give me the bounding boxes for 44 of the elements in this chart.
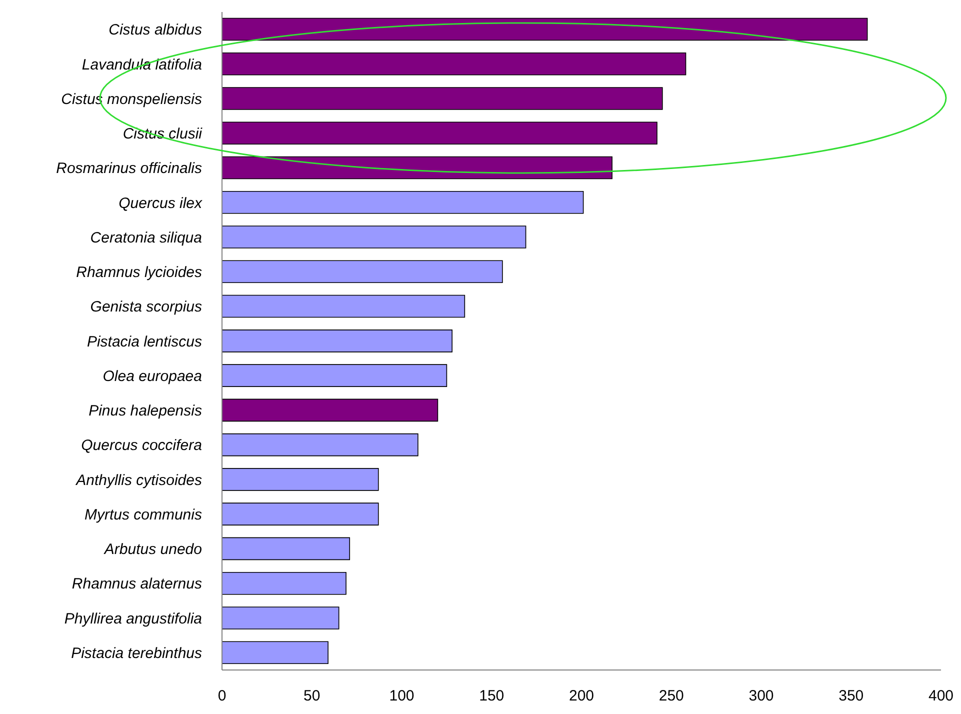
bar xyxy=(222,156,612,180)
bar xyxy=(222,398,438,422)
bar xyxy=(222,468,379,491)
bar xyxy=(222,572,346,595)
x-tick-label: 100 xyxy=(389,688,414,705)
y-tick-label: Rhamnus lycioides xyxy=(76,264,202,282)
y-tick-label: Rhamnus alaternus xyxy=(72,576,202,593)
y-tick-label: Cistus albidus xyxy=(108,22,202,39)
x-tick-label: 400 xyxy=(928,688,954,705)
y-tick-label: Anthyllis cytisoides xyxy=(75,472,202,489)
bar xyxy=(222,364,448,387)
y-tick-label: Genista scorpius xyxy=(90,298,202,316)
y-tick-label: Rosmarinus officinalis xyxy=(56,160,202,178)
bar xyxy=(222,87,663,110)
bar xyxy=(222,330,452,352)
bar xyxy=(222,52,686,76)
y-tick-label: Pinus halepensis xyxy=(88,402,202,420)
x-tick-label: 300 xyxy=(748,688,774,705)
bar xyxy=(222,122,658,145)
bar xyxy=(222,18,868,41)
y-tick-label: Olea europaea xyxy=(102,368,202,385)
y-tick-label: Quercus coccifera xyxy=(81,437,202,454)
bar xyxy=(222,641,328,664)
bar xyxy=(222,294,466,318)
x-tick-label: 350 xyxy=(838,688,864,705)
bar xyxy=(222,226,526,248)
bar xyxy=(222,502,379,526)
x-tick-label: 200 xyxy=(568,688,594,705)
y-tick-label: Pistacia lentiscus xyxy=(86,333,202,350)
x-tick-label: 250 xyxy=(658,688,684,705)
x-tick-label: 0 xyxy=(218,688,226,705)
y-tick-label: Pistacia terebinthus xyxy=(71,645,202,662)
y-tick-label: Myrtus communis xyxy=(84,506,202,524)
y-tick-label: Ceratonia siliqua xyxy=(90,229,202,246)
y-tick-label: Quercus ilex xyxy=(118,194,202,212)
x-tick-label: 150 xyxy=(479,688,504,705)
y-tick-label: Arbutus unedo xyxy=(103,541,202,558)
bar xyxy=(222,190,584,214)
bar xyxy=(222,260,503,284)
x-tick-label: 50 xyxy=(304,688,320,705)
bar xyxy=(222,537,350,560)
y-tick-label: Phyllirea angustifolia xyxy=(64,610,202,628)
bar xyxy=(222,606,340,630)
bar xyxy=(222,433,418,456)
